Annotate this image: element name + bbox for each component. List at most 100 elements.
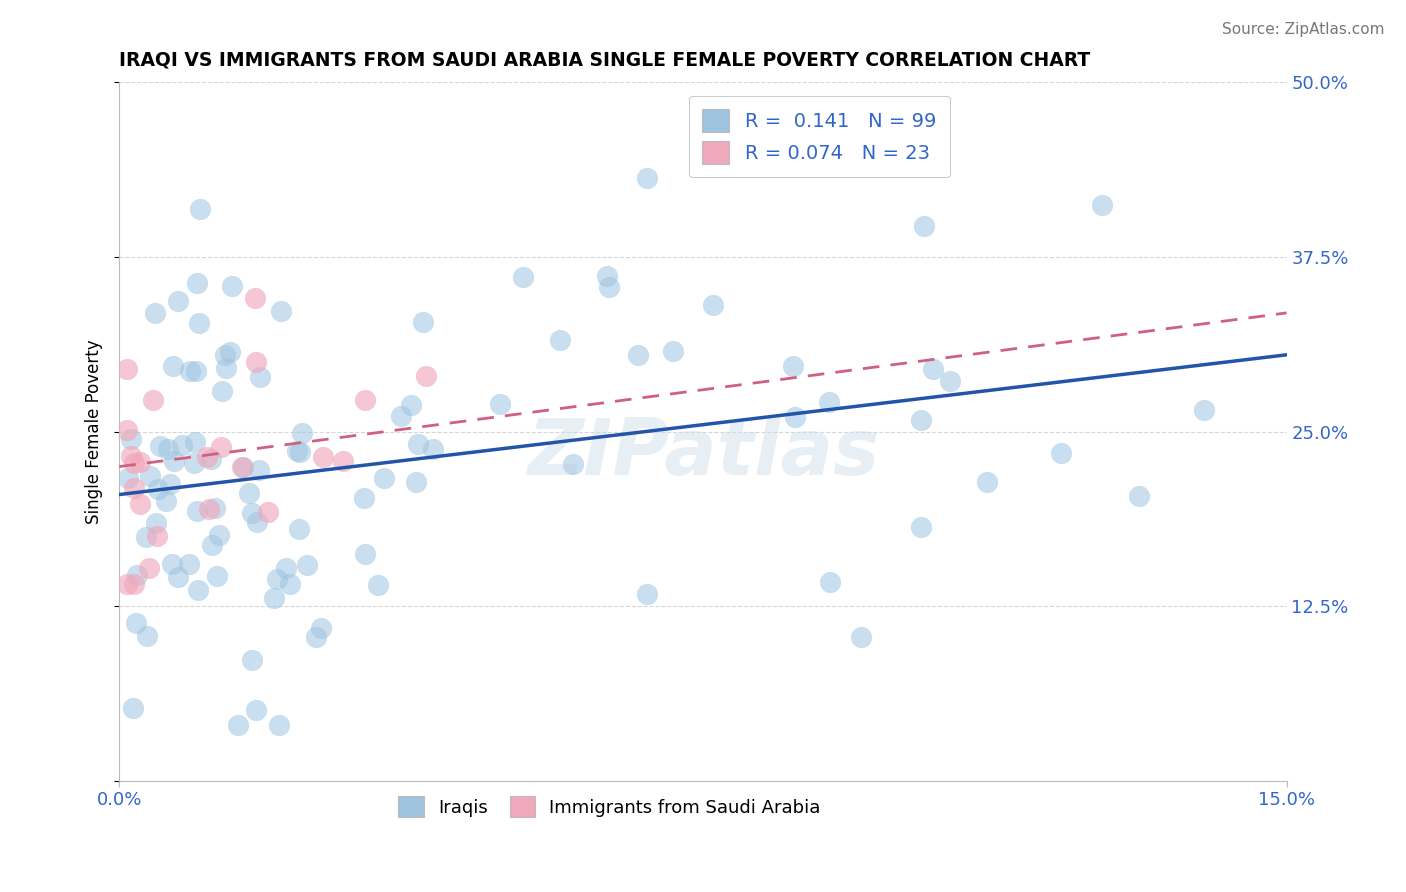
Point <box>783 409 806 424</box>
Point <box>122 576 145 591</box>
Point <box>198 501 221 516</box>
Point <box>247 463 270 477</box>
Point <box>188 202 211 216</box>
Point <box>266 572 288 586</box>
Point <box>922 362 945 376</box>
Point <box>849 630 872 644</box>
Point <box>332 454 354 468</box>
Point <box>912 219 935 233</box>
Point <box>218 344 240 359</box>
Point <box>186 277 208 291</box>
Point <box>240 506 263 520</box>
Point <box>128 454 150 468</box>
Point <box>221 278 243 293</box>
Point <box>117 471 139 485</box>
Point <box>636 171 658 186</box>
Point <box>1091 198 1114 212</box>
Point <box>263 591 285 606</box>
Point <box>200 452 222 467</box>
Point <box>214 361 236 376</box>
Point <box>138 560 160 574</box>
Point <box>149 439 172 453</box>
Point <box>415 368 437 383</box>
Point <box>818 394 841 409</box>
Text: ZIPatlas: ZIPatlas <box>527 415 879 491</box>
Point <box>243 291 266 305</box>
Point <box>186 363 208 377</box>
Point <box>125 615 148 630</box>
Point <box>146 529 169 543</box>
Text: IRAQI VS IMMIGRANTS FROM SAUDI ARABIA SINGLE FEMALE POVERTY CORRELATION CHART: IRAQI VS IMMIGRANTS FROM SAUDI ARABIA SI… <box>120 51 1091 70</box>
Point <box>256 505 278 519</box>
Point <box>489 397 512 411</box>
Point <box>278 576 301 591</box>
Point <box>135 530 157 544</box>
Point <box>124 481 146 495</box>
Point <box>285 443 308 458</box>
Point <box>115 577 138 591</box>
Point <box>195 450 218 464</box>
Point <box>246 515 269 529</box>
Point <box>183 456 205 470</box>
Point <box>269 718 291 732</box>
Point <box>304 630 326 644</box>
Point <box>422 442 444 457</box>
Point <box>187 316 209 330</box>
Point <box>596 269 619 284</box>
Point <box>142 393 165 408</box>
Point <box>187 582 209 597</box>
Point <box>162 359 184 373</box>
Point <box>201 538 224 552</box>
Point <box>143 306 166 320</box>
Point <box>156 442 179 456</box>
Point <box>1128 489 1150 503</box>
Point <box>204 501 226 516</box>
Point <box>211 384 233 399</box>
Point <box>353 491 375 505</box>
Point <box>240 653 263 667</box>
Point <box>177 557 200 571</box>
Point <box>129 497 152 511</box>
Point <box>405 475 427 490</box>
Point <box>367 578 389 592</box>
Legend: Iraqis, Immigrants from Saudi Arabia: Iraqis, Immigrants from Saudi Arabia <box>391 789 828 824</box>
Point <box>214 348 236 362</box>
Point <box>295 558 318 573</box>
Point <box>138 469 160 483</box>
Point <box>115 361 138 376</box>
Point <box>311 621 333 635</box>
Point <box>245 703 267 717</box>
Point <box>818 575 841 590</box>
Y-axis label: Single Female Poverty: Single Female Poverty <box>86 339 103 524</box>
Point <box>184 435 207 450</box>
Point <box>238 486 260 500</box>
Point <box>179 364 201 378</box>
Point <box>288 522 311 536</box>
Point <box>155 494 177 508</box>
Point <box>512 269 534 284</box>
Point <box>167 293 190 308</box>
Point <box>561 457 583 471</box>
Point <box>399 398 422 412</box>
Point <box>136 629 159 643</box>
Text: Source: ZipAtlas.com: Source: ZipAtlas.com <box>1222 22 1385 37</box>
Point <box>205 569 228 583</box>
Point <box>412 315 434 329</box>
Point <box>159 476 181 491</box>
Point <box>121 701 143 715</box>
Point <box>148 483 170 497</box>
Point <box>245 355 267 369</box>
Point <box>232 459 254 474</box>
Point <box>208 528 231 542</box>
Point <box>312 450 335 464</box>
Point <box>661 344 683 359</box>
Point <box>291 426 314 441</box>
Point <box>910 520 932 534</box>
Point <box>160 557 183 571</box>
Point <box>1194 403 1216 417</box>
Point <box>231 460 253 475</box>
Point <box>145 516 167 530</box>
Point <box>354 393 377 408</box>
Point <box>120 432 142 446</box>
Point <box>939 374 962 388</box>
